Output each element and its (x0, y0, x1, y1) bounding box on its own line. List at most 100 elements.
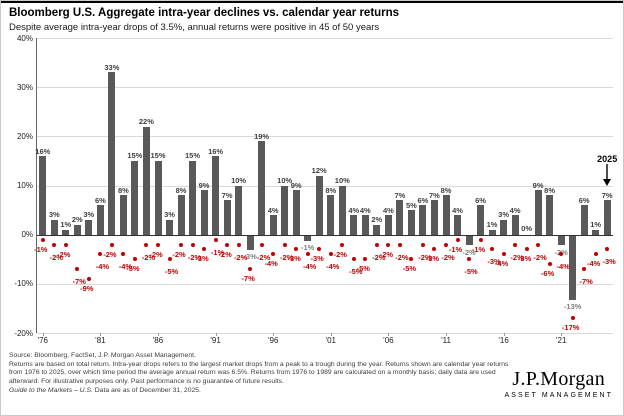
gridline--10 (37, 283, 613, 285)
dot-2004 (363, 257, 368, 262)
bar-1982 (108, 72, 116, 235)
dot-label-2010: -3% (425, 254, 440, 264)
bar-label-2001: 8% (325, 185, 337, 195)
bar-2015 (488, 229, 496, 235)
dot-1999 (305, 252, 310, 257)
bar-label-2002: 10% (334, 176, 350, 185)
y-axis-label: -20% (14, 328, 33, 338)
bar-label-1994: -3% (243, 252, 257, 262)
gtm-line: Guide to the Markets – U.S. Data are as … (9, 387, 514, 396)
bar-1991 (212, 156, 220, 235)
dot-1993 (236, 242, 241, 247)
bar-label-1993: 10% (231, 176, 247, 185)
bar-label-2018: 0% (521, 224, 533, 234)
bar-1997 (281, 185, 289, 235)
dot-2013 (467, 257, 471, 262)
bar-1987 (166, 219, 173, 235)
dot-1985 (144, 242, 149, 247)
gridline-20 (37, 136, 613, 138)
dot-label-2001: -4% (326, 262, 340, 272)
bar-1981 (96, 205, 104, 235)
down-arrow-icon (603, 164, 612, 187)
bar-1983 (119, 195, 127, 235)
gtm-title: Guide to the Markets – U.S. (9, 386, 93, 394)
dot-2025 (605, 247, 610, 252)
bar-2025 (603, 200, 611, 235)
dot-label-1992: -2% (218, 249, 232, 259)
chart-title: Bloomberg U.S. Aggregate intra-year decl… (9, 7, 400, 19)
bar-1985 (142, 126, 150, 235)
bar-1998 (292, 190, 300, 235)
bar-label-2005: 2% (371, 215, 383, 225)
bar-label-2007: 7% (394, 190, 406, 200)
gridline--20 (37, 333, 613, 334)
bar-label-1997: 10% (277, 176, 293, 185)
dot-1983 (121, 252, 126, 257)
dot-2003 (351, 257, 356, 262)
bar-2014 (477, 205, 484, 235)
jpmorgan-wordmark: J.P.Morgan (512, 368, 606, 390)
bar-label-1980: 3% (83, 210, 95, 220)
dot-2010 (432, 247, 437, 252)
gridline-30 (37, 87, 613, 89)
bar-1980 (85, 219, 93, 235)
bar-label-1982: 33% (104, 62, 120, 72)
dot-label-2023: -7% (579, 277, 593, 287)
gridline-0 (37, 234, 613, 236)
bar-label-1991: 16% (208, 146, 224, 156)
footer-notes: Source: Bloomberg, FactSet, J.P. Morgan … (9, 352, 514, 395)
bar-1988 (177, 195, 185, 235)
bar-2008 (407, 210, 415, 235)
dot-1997 (282, 242, 287, 247)
dot-2007 (397, 242, 402, 247)
dot-label-2016: -4% (494, 259, 509, 269)
bar-1976 (39, 156, 47, 235)
bar-1979 (73, 224, 81, 235)
dot-1976 (40, 237, 45, 242)
dot-label-1987: -5% (164, 267, 179, 277)
asset-management-label: ASSET MANAGEMENT (504, 392, 613, 399)
bar-label-2021: -2% (555, 248, 568, 257)
dot-label-1982: -2% (103, 249, 117, 259)
bar-2013 (465, 235, 473, 246)
x-axis-label-96: '96 (267, 336, 279, 345)
bar-2017 (511, 215, 519, 235)
dot-label-1984: -5% (126, 264, 140, 274)
bar-label-2022: -13% (563, 301, 582, 311)
dot-label-2017: -2% (510, 252, 524, 262)
dot-1987 (167, 257, 172, 262)
bar-1995 (258, 141, 266, 235)
y-axis-label: -10% (14, 279, 33, 289)
x-axis-label-91: '91 (210, 336, 221, 345)
bar-2019 (534, 190, 542, 235)
x-axis-tick (330, 333, 332, 336)
dot-2024 (593, 252, 598, 257)
bar-1999 (304, 235, 312, 241)
bar-label-2010: 7% (428, 190, 440, 200)
bar-2023 (580, 205, 588, 235)
bar-label-2012: 4% (452, 205, 463, 215)
bar-2005 (373, 224, 381, 235)
x-axis-tick (388, 333, 390, 336)
dot-label-2005: -2% (372, 252, 386, 262)
bar-label-1998: 9% (290, 180, 302, 190)
dot-label-1980: -9% (80, 283, 94, 293)
dot-label-1990: -3% (195, 254, 209, 264)
bar-label-2019: 9% (532, 180, 544, 190)
dot-2008 (409, 257, 414, 262)
bar-2021 (557, 235, 565, 246)
bar-1977 (50, 219, 58, 235)
dot-label-1998: -3% (287, 254, 301, 264)
x-axis-tick (158, 333, 159, 336)
bar-label-2017: 4% (509, 205, 521, 215)
dot-2020 (547, 262, 552, 267)
jpmorgan-logo: J.P.Morgan ASSET MANAGEMENT (504, 368, 613, 399)
bar-label-1995: 19% (254, 131, 270, 141)
dot-2018 (524, 247, 529, 252)
dot-2023 (582, 267, 587, 272)
bar-label-1977: 3% (48, 210, 60, 220)
dot-label-2007: -2% (395, 252, 409, 262)
bar-label-2004: 4% (359, 205, 371, 215)
dot-2021 (559, 252, 564, 257)
